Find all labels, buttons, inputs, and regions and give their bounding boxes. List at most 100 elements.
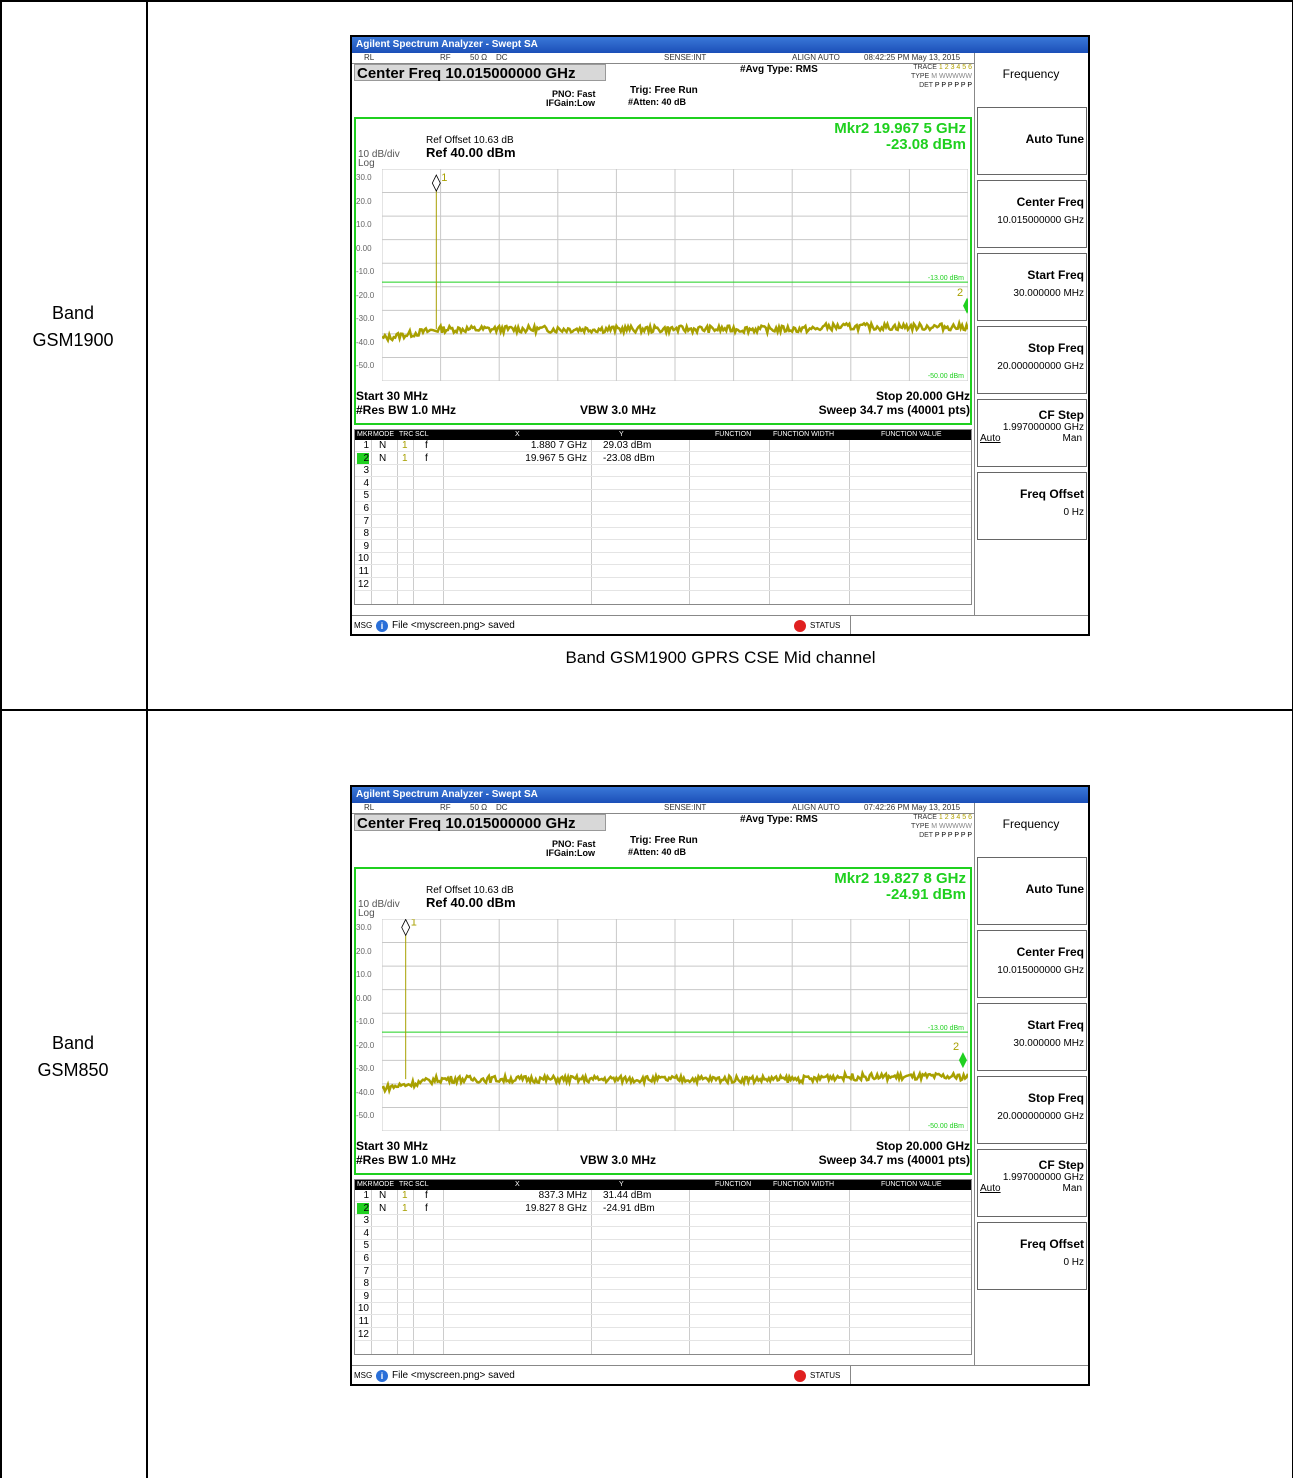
y-tick-label: -30.0 bbox=[356, 314, 375, 323]
table-row[interactable]: 12 bbox=[355, 1329, 971, 1341]
start-freq-label: Start Freq bbox=[1027, 268, 1084, 282]
table-row[interactable]: 5 bbox=[355, 1240, 971, 1253]
marker-2-diamond[interactable] bbox=[963, 297, 968, 314]
marker-cell-trc: 1 bbox=[402, 1190, 408, 1201]
marker-cell-scl: f bbox=[425, 440, 428, 451]
y-tick-label: 20.0 bbox=[356, 946, 372, 956]
rf-indicator: RF bbox=[440, 53, 451, 62]
cf-auto-option[interactable]: Auto bbox=[980, 1183, 1001, 1194]
ref-offset: Ref Offset 10.63 dB bbox=[426, 885, 514, 896]
marker-table-col-header: MODE bbox=[373, 1181, 394, 1188]
floor-label: -50.00 dBm bbox=[928, 1123, 964, 1130]
table-row[interactable]: 4 bbox=[355, 478, 971, 490]
table-row[interactable]: 5 bbox=[355, 490, 971, 503]
table-row[interactable]: 6 bbox=[355, 503, 971, 515]
marker-table-col-header: X bbox=[515, 431, 520, 438]
auto-tune-button[interactable]: Auto Tune bbox=[977, 107, 1087, 175]
auto-tune-label: Auto Tune bbox=[1025, 132, 1084, 146]
table-row[interactable]: 2 N 1 f 19.967 5 GHz -23.08 dBm bbox=[355, 452, 971, 465]
ifgain-readout: IFGain:Low bbox=[546, 848, 595, 858]
det-values: P P P P P P bbox=[934, 832, 972, 839]
cf-man-option[interactable]: Man bbox=[1062, 1183, 1082, 1194]
marker-1-diamond[interactable] bbox=[401, 919, 411, 937]
marker-table-header: MKR MODE TRC SCL X Y FUNCTION FUNCTION WIDTH FUN… bbox=[355, 430, 971, 440]
table-row[interactable]: 10 bbox=[355, 553, 971, 566]
table-row[interactable]: 1 N 1 f 837.3 MHz 31.44 dBm bbox=[355, 1190, 971, 1202]
marker-cell-n: 2 bbox=[357, 1202, 369, 1214]
stop-freq-button[interactable]: Stop Freq 20.000000000 GHz bbox=[977, 1076, 1087, 1144]
table-row[interactable]: 9 bbox=[355, 541, 971, 553]
band-label-line2: GSM1900 bbox=[32, 330, 114, 350]
marker-1-label: 1 bbox=[441, 172, 447, 184]
table-row[interactable]: 11 bbox=[355, 1316, 971, 1328]
start-freq-button[interactable]: Start Freq 30.000000 MHz bbox=[977, 253, 1087, 321]
rbw-label: #Res BW 1.0 MHz bbox=[356, 1153, 457, 1167]
softkey-panel: Frequency Auto Tune Center Freq 10.01500… bbox=[974, 803, 1088, 1365]
info-icon: i bbox=[376, 1370, 388, 1382]
spectrum-trace bbox=[382, 318, 968, 344]
table-row[interactable]: 8 bbox=[355, 528, 971, 541]
message-bar: MSG i File <myscreen.png> saved STATUS bbox=[352, 615, 1088, 634]
plot-area: Mkr2 19.827 8 GHz -24.91 dBm bbox=[354, 867, 972, 1175]
softkey-panel: Frequency Auto Tune Center Freq 10.01500… bbox=[974, 53, 1088, 615]
marker-table-col-divider bbox=[849, 440, 850, 604]
table-row[interactable]: 10 bbox=[355, 1303, 971, 1316]
cf-man-option[interactable]: Man bbox=[1062, 433, 1082, 444]
marker-2-diamond[interactable] bbox=[958, 1052, 967, 1069]
marker-readout-level: -23.08 dBm bbox=[885, 136, 966, 153]
marker-table-col-header: FUNCTION bbox=[715, 1181, 752, 1188]
table-row[interactable]: 1 N 1 f 1.880 7 GHz 29.03 dBm bbox=[355, 440, 971, 452]
freq-offset-button[interactable]: Freq Offset 0 Hz bbox=[977, 472, 1087, 540]
marker-table-col-divider bbox=[443, 440, 444, 604]
marker-cell-x: 19.827 8 GHz bbox=[525, 1202, 587, 1214]
marker-1-diamond[interactable] bbox=[431, 174, 441, 192]
table-row[interactable]: 9 bbox=[355, 1291, 971, 1303]
freq-offset-button[interactable]: Freq Offset 0 Hz bbox=[977, 1222, 1087, 1290]
stop-freq-button[interactable]: Stop Freq 20.000000000 GHz bbox=[977, 326, 1087, 394]
marker-cell-n: 12 bbox=[357, 578, 369, 590]
marker-table-col-header: SCL bbox=[415, 1181, 429, 1188]
cf-step-mode: Auto Man bbox=[978, 1183, 1084, 1195]
table-row[interactable]: 11 bbox=[355, 566, 971, 578]
table-row[interactable]: 3 bbox=[355, 465, 971, 478]
table-row[interactable]: 8 bbox=[355, 1278, 971, 1291]
det-label: DET bbox=[919, 832, 933, 839]
center-freq-button[interactable]: Center Freq 10.015000000 GHz bbox=[977, 930, 1087, 998]
status-label: STATUS bbox=[810, 621, 841, 630]
table-row[interactable]: 7 bbox=[355, 516, 971, 528]
start-freq-button[interactable]: Start Freq 30.000000 MHz bbox=[977, 1003, 1087, 1071]
table-row[interactable]: 12 bbox=[355, 579, 971, 591]
center-freq-button[interactable]: Center Freq 10.015000000 GHz bbox=[977, 180, 1087, 248]
marker-table-col-header: FUNCTION VALUE bbox=[881, 1181, 942, 1188]
auto-tune-button[interactable]: Auto Tune bbox=[977, 857, 1087, 925]
spectrum-trace bbox=[382, 1069, 968, 1095]
sweep-label: Sweep 34.7 ms (40001 pts) bbox=[818, 1153, 970, 1167]
table-row[interactable]: 7 bbox=[355, 1266, 971, 1278]
marker-cell-x: 19.967 5 GHz bbox=[525, 452, 587, 464]
trace-values: 1 2 3 4 5 6 bbox=[938, 64, 972, 71]
datetime: 08:42:25 PM May 13, 2015 bbox=[864, 53, 961, 62]
table-row[interactable]: 4 bbox=[355, 1228, 971, 1240]
marker-table-col-divider bbox=[689, 440, 690, 604]
vbw-label: VBW 3.0 MHz bbox=[580, 403, 657, 417]
status-icon bbox=[794, 620, 806, 632]
cf-step-button[interactable]: CF Step 1.997000000 GHz Auto Man bbox=[977, 1149, 1087, 1217]
rl-indicator: RL bbox=[364, 803, 375, 812]
analyzer-title-bar: Agilent Spectrum Analyzer - Swept SA bbox=[352, 37, 1088, 53]
table-row[interactable]: 6 bbox=[355, 1253, 971, 1265]
log-scale-label: Log bbox=[358, 908, 375, 919]
y-tick-label: -10.0 bbox=[356, 267, 375, 276]
marker-table-col-divider bbox=[591, 1190, 592, 1354]
y-tick-label: -50.0 bbox=[356, 361, 375, 370]
y-tick-label: 30.0 bbox=[356, 173, 372, 182]
table-row[interactable]: 2 N 1 f 19.827 8 GHz -24.91 dBm bbox=[355, 1202, 971, 1215]
marker-readout-freq: Mkr2 19.827 8 GHz bbox=[834, 870, 966, 887]
y-tick-label: 0.00 bbox=[356, 243, 372, 253]
cf-step-button[interactable]: CF Step 1.997000000 GHz Auto Man bbox=[977, 399, 1087, 467]
cf-auto-option[interactable]: Auto bbox=[980, 433, 1001, 444]
marker-readout-level: -24.91 dBm bbox=[885, 886, 966, 903]
center-freq-value: 10.015000000 GHz bbox=[997, 965, 1084, 976]
table-row[interactable]: 3 bbox=[355, 1215, 971, 1228]
figure-caption-gsm1900: Band GSM1900 GPRS CSE Mid channel bbox=[565, 648, 876, 667]
